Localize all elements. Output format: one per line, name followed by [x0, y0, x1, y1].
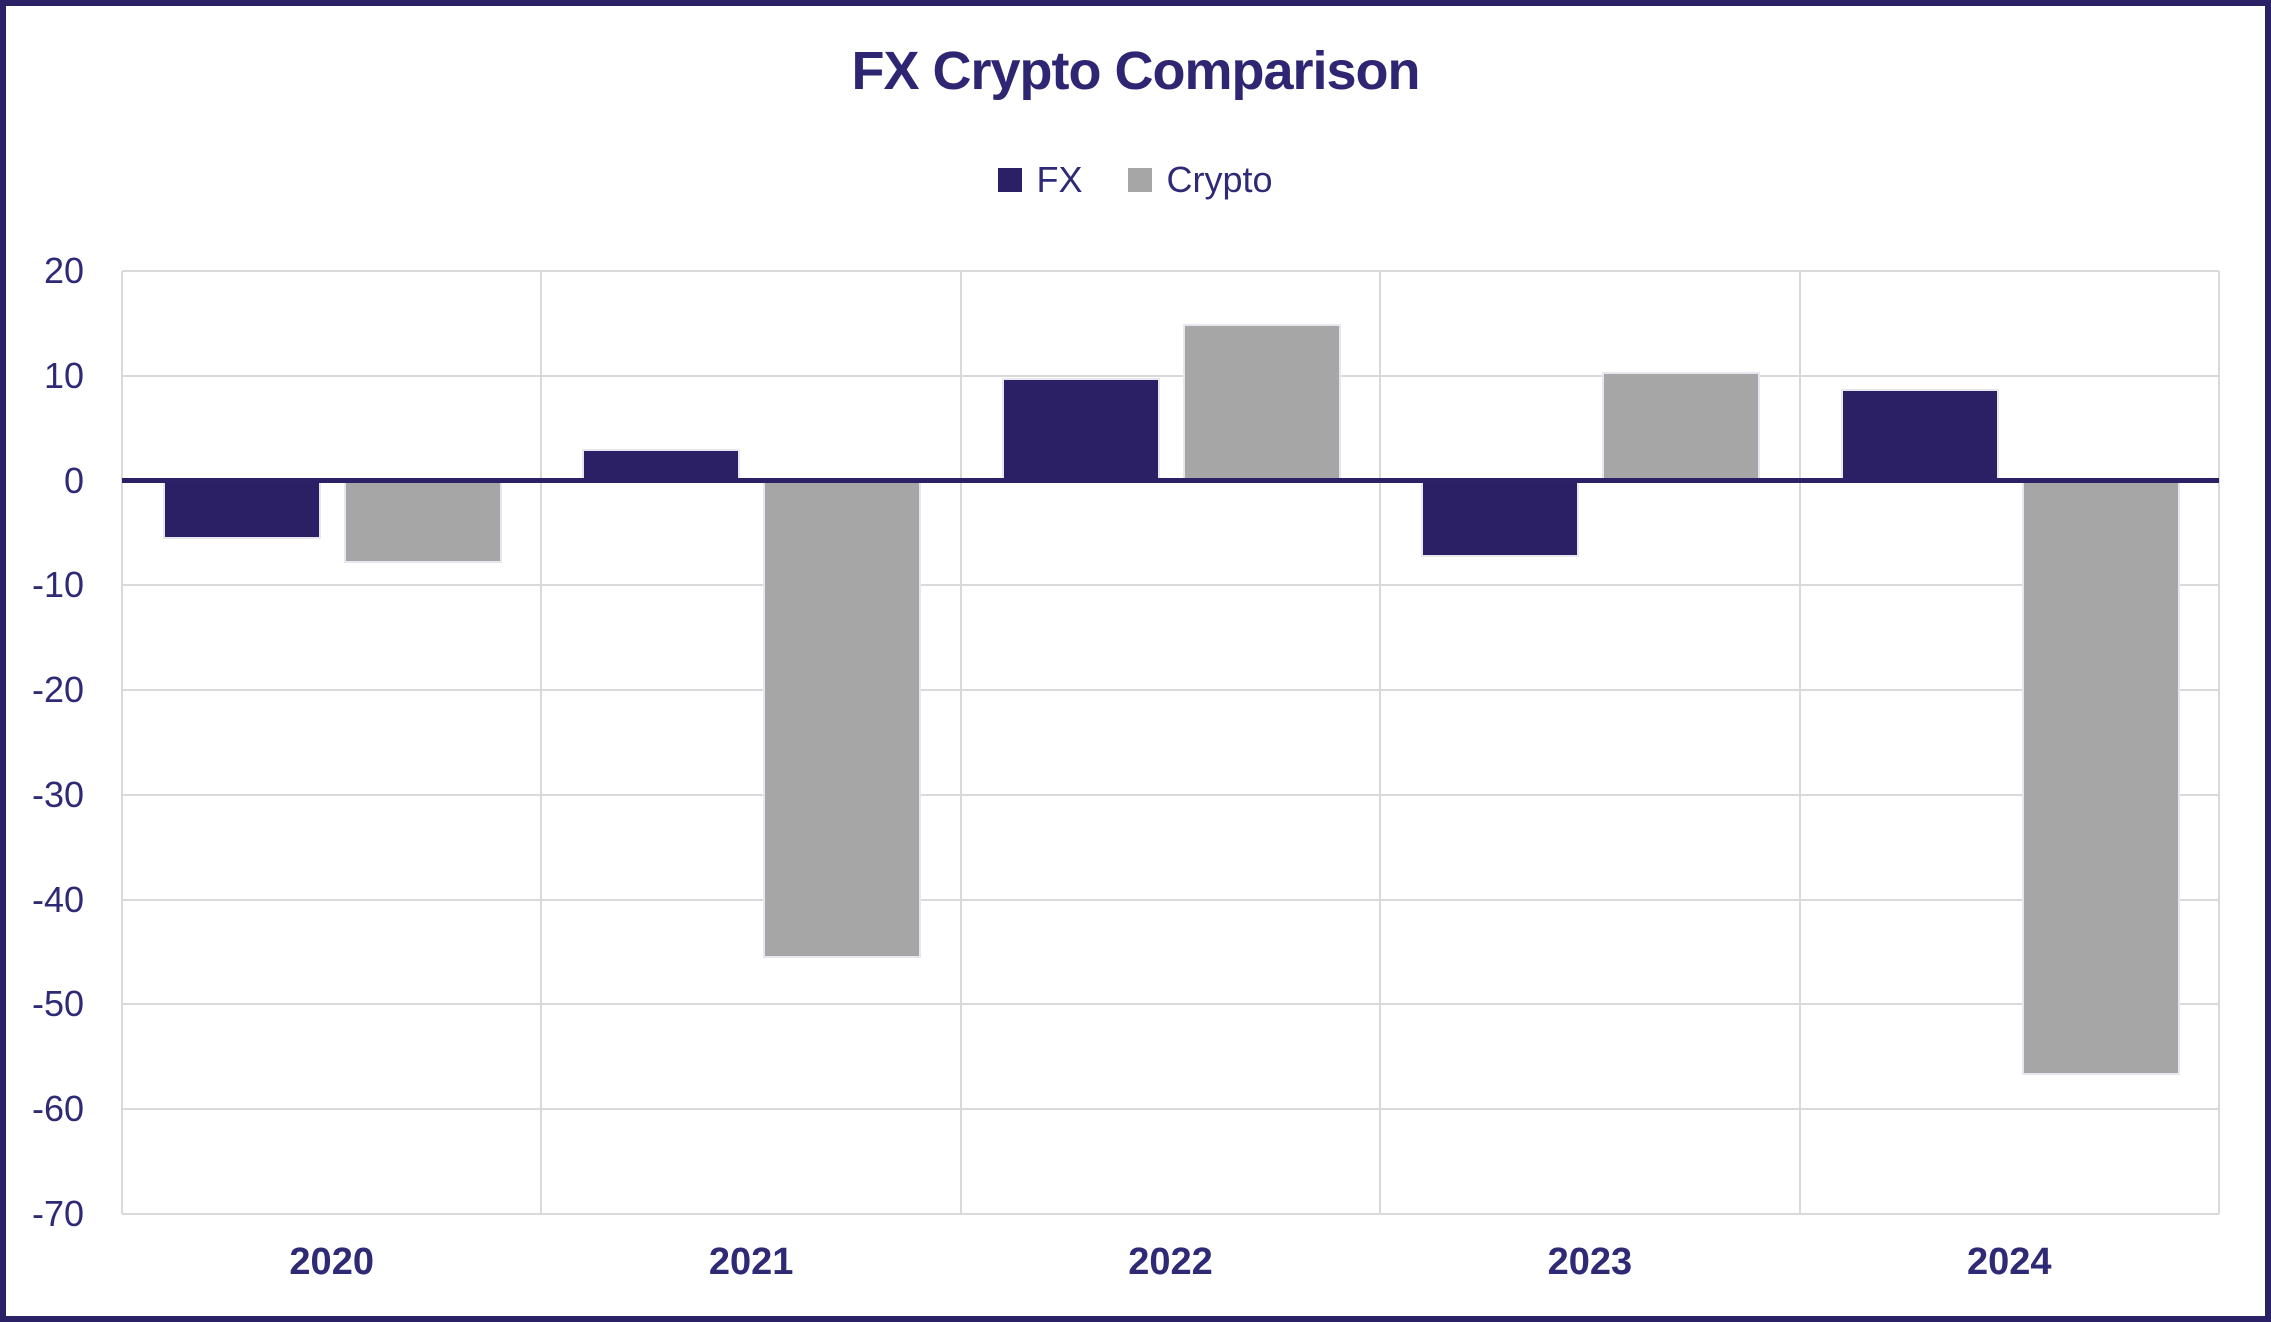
gridline-horizontal: [122, 1213, 2219, 1215]
gridline-horizontal: [122, 1003, 2219, 1006]
x-axis-label-2022: 2022: [1128, 1241, 1213, 1283]
y-axis-tick-label: -40: [31, 878, 84, 920]
gridline-horizontal: [122, 793, 2219, 796]
y-axis-tick-label: -60: [31, 1088, 84, 1130]
plot-area: [121, 270, 2220, 1215]
gridline-vertical: [1798, 271, 1801, 1214]
zero-axis-line: [122, 478, 2219, 484]
gridline-horizontal: [122, 270, 2219, 272]
y-axis-tick-label: -30: [31, 773, 84, 815]
bar-crypto-2023: [1602, 371, 1761, 481]
gridline-vertical: [121, 271, 123, 1214]
legend-swatch-fx: [998, 168, 1023, 192]
y-axis-tick-label: 20: [43, 250, 84, 291]
legend-item-crypto: Crypto: [1128, 159, 1273, 201]
legend-label-crypto: Crypto: [1166, 159, 1273, 200]
x-axis-label-2024: 2024: [1967, 1241, 2052, 1283]
gridline-horizontal: [122, 689, 2219, 692]
bar-crypto-2021: [763, 480, 922, 959]
bar-crypto-2020: [344, 480, 502, 564]
gridline-horizontal: [122, 584, 2219, 587]
legend-label-fx: FX: [1036, 159, 1083, 200]
y-axis-tick-label: -20: [31, 669, 84, 711]
legend: FX Crypto: [0, 156, 2271, 204]
bar-fx-2021: [582, 449, 741, 481]
bar-crypto-2022: [1182, 324, 1341, 481]
y-axis-tick-label: -50: [31, 983, 84, 1025]
y-axis-tick-label: 10: [43, 354, 84, 396]
legend-swatch-crypto: [1128, 168, 1153, 192]
y-axis-tick-label: -10: [31, 564, 84, 606]
y-axis-tick-label: 0: [63, 459, 84, 501]
chart-title: FX Crypto Comparison: [851, 41, 1420, 101]
gridline-horizontal: [122, 374, 2219, 377]
x-axis-label-2020: 2020: [289, 1241, 374, 1283]
gridline-vertical: [540, 271, 543, 1214]
x-axis-label-2023: 2023: [1547, 1241, 1633, 1283]
gridline-vertical: [2218, 271, 2220, 1214]
y-axis-tick-label: -70: [31, 1193, 84, 1234]
gridline-horizontal: [122, 898, 2219, 901]
legend-item-fx: FX: [998, 159, 1082, 201]
x-axis-label-2021: 2021: [708, 1241, 794, 1283]
bar-fx-2024: [1840, 389, 1999, 481]
gridline-horizontal: [122, 1108, 2219, 1111]
bar-fx-2020: [163, 480, 321, 540]
gridline-vertical: [1379, 271, 1382, 1214]
bar-fx-2023: [1421, 480, 1580, 558]
gridline-vertical: [959, 271, 962, 1214]
bar-fx-2022: [1001, 377, 1160, 481]
bar-crypto-2024: [2021, 480, 2180, 1075]
